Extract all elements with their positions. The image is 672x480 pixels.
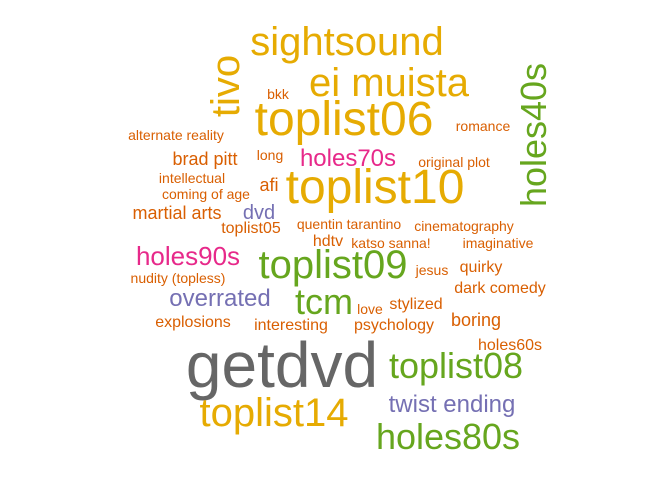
word-tcm: tcm [295,281,353,322]
word-toplist10: toplist10 [285,161,465,214]
word-boring: boring [450,310,502,330]
word-imaginative: imaginative [462,235,534,251]
word-toplist08: toplist08 [388,345,524,386]
word-quirky: quirky [459,259,503,276]
word-holes80s: holes80s [375,416,521,457]
word-cinematography: cinematography [414,218,514,234]
word-sightsound: sightsound [250,20,444,64]
word-dvd: dvd [242,202,276,224]
word-quentin-tarantino: quentin tarantino [296,216,402,232]
word-getdvd: getdvd [185,329,379,401]
word-brad-pitt: brad pitt [172,149,238,169]
word-stylized: stylized [389,296,443,313]
word-love: love [357,301,383,317]
word-toplist09: toplist09 [258,243,408,287]
word-toplist05: toplist05 [221,220,281,237]
word-katso-sanna: katso sanna! [351,235,431,251]
word-holes40s: holes40s [512,62,554,208]
word-bkk: bkk [267,86,289,102]
word-alternate-reality: alternate reality [128,127,224,143]
word-toplist06: toplist06 [254,93,434,146]
word-tivo: tivo [204,54,248,118]
word-holes70s: holes70s [299,145,397,172]
word-interesting: interesting [254,317,328,334]
word-afi: afi [259,175,279,195]
word-martial-arts: martial arts [132,203,222,223]
word-romance: romance [455,118,511,134]
word-jesus: jesus [415,262,449,278]
word-psychology: psychology [353,317,435,334]
word-holes90s: holes90s [135,241,241,271]
word-holes60s: holes60s [477,337,543,354]
word-nudity-topless: nudity (topless) [130,270,226,286]
word-ei-muista: ei muista [308,61,470,105]
word-long: long [256,147,284,163]
word-dark-comedy: dark comedy [454,280,546,297]
word-intellectual: intellectual [158,170,226,186]
word-toplist14: toplist14 [199,391,349,435]
word-twist-ending: twist ending [388,391,516,418]
word-hdtv: hdtv [312,233,344,250]
word-overrated: overrated [169,285,271,312]
word-original-plot: original plot [418,154,490,170]
word-explosions: explosions [155,314,231,331]
word-coming-of-age: coming of age [162,186,250,202]
